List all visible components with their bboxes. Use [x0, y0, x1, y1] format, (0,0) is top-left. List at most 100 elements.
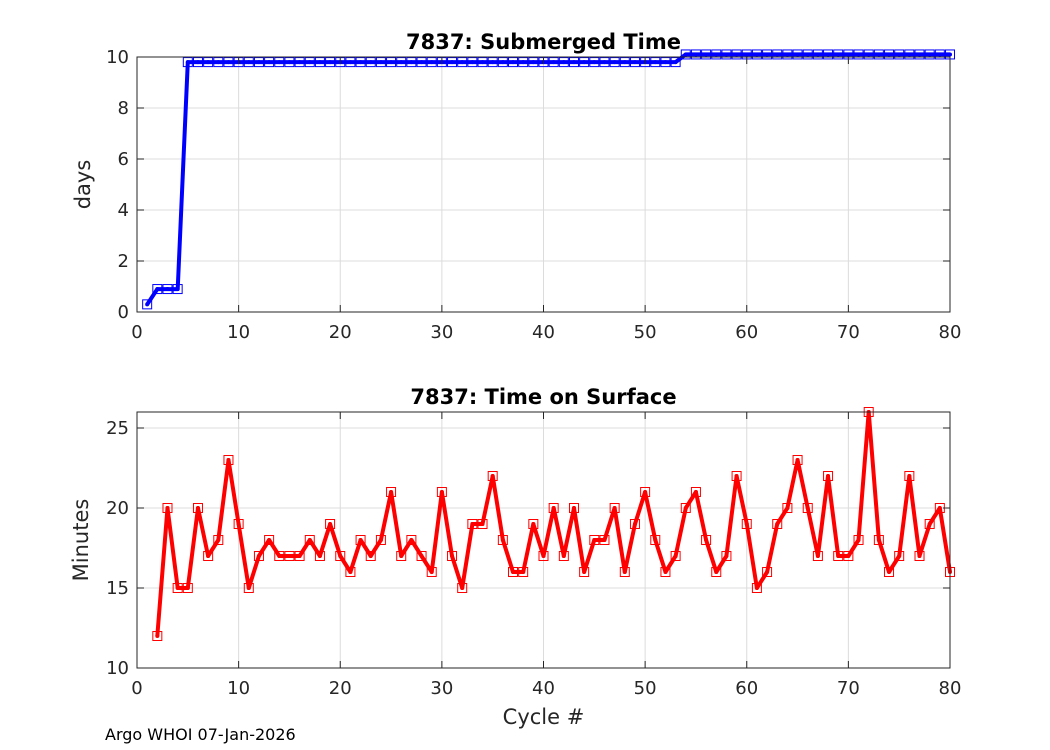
data-point [223, 57, 234, 68]
data-point-dot [348, 570, 353, 574]
data-point-dot [470, 522, 475, 526]
data-point [853, 49, 864, 60]
data-point [568, 57, 579, 68]
data-point [192, 57, 203, 68]
data-point [711, 567, 722, 577]
data-point-dot [338, 554, 343, 558]
data-point [355, 57, 366, 68]
data-point-dot [561, 554, 566, 558]
data-point-dot [795, 458, 800, 462]
data-point-dot [267, 538, 272, 542]
data-point [904, 49, 915, 60]
data-point-dot [378, 538, 383, 542]
data-point [629, 519, 640, 529]
chart-title: 7837: Time on Surface [410, 385, 676, 409]
data-point-dot [937, 506, 942, 510]
y-tick-label: 0 [118, 302, 129, 323]
data-point [924, 519, 935, 529]
data-point-dot [419, 60, 424, 65]
y-tick-label: 15 [106, 578, 129, 599]
data-point-dot [165, 506, 170, 510]
data-point-dot [673, 554, 678, 558]
data-point [335, 551, 346, 561]
data-point [772, 49, 783, 60]
data-point-dot [836, 52, 841, 57]
data-point-dot [612, 506, 617, 510]
x-tick-label: 50 [634, 322, 657, 343]
data-point-dot [714, 52, 719, 57]
data-point-dot [571, 60, 576, 65]
y-tick-label: 20 [106, 498, 129, 519]
data-point-dot [511, 570, 516, 574]
data-point-dot [175, 586, 180, 590]
data-point-dot [917, 554, 922, 558]
data-point [345, 57, 356, 68]
data-point-dot [551, 506, 556, 510]
data-point [924, 49, 935, 60]
x-tick-label: 60 [735, 322, 758, 343]
data-point-dot [256, 554, 261, 558]
data-point [497, 535, 508, 545]
data-point [274, 57, 285, 68]
data-point [609, 503, 620, 513]
x-tick-label: 30 [430, 678, 453, 699]
data-point [467, 519, 478, 529]
x-tick-label: 50 [634, 678, 657, 699]
x-tick-label: 70 [837, 322, 860, 343]
chart-title: 7837: Submerged Time [406, 30, 681, 54]
data-point-dot [704, 52, 709, 57]
data-point-dot [683, 506, 688, 510]
data-point [904, 471, 915, 481]
data-point [609, 57, 620, 68]
data-point-dot [734, 52, 739, 57]
data-point-dot [622, 60, 627, 65]
data-point-dot [887, 570, 892, 574]
data-point [721, 49, 732, 60]
data-point [182, 583, 193, 593]
data-point [294, 551, 305, 561]
data-point-dot [389, 60, 394, 65]
data-point [640, 487, 651, 497]
data-point-dot [765, 52, 770, 57]
data-point [355, 535, 366, 545]
data-point-dot [450, 554, 455, 558]
data-point-dot [826, 474, 831, 478]
data-point [650, 57, 661, 68]
data-point [690, 487, 701, 497]
data-point [264, 535, 275, 545]
data-point-dot [246, 586, 251, 590]
data-point [253, 57, 264, 68]
data-point [152, 284, 163, 295]
data-point-dot [937, 52, 942, 57]
x-tick-label: 10 [227, 678, 250, 699]
data-point [884, 49, 895, 60]
data-point [264, 57, 275, 68]
y-axis-label: Minutes [69, 499, 93, 582]
data-point [457, 57, 468, 68]
data-point [386, 57, 397, 68]
data-point-dot [368, 554, 373, 558]
data-point [365, 551, 376, 561]
data-point-dot [693, 490, 698, 494]
x-tick-label: 0 [131, 678, 142, 699]
data-point [284, 57, 295, 68]
data-point [203, 57, 214, 68]
data-point [680, 49, 691, 60]
data-point-dot [836, 554, 841, 558]
y-tick-label: 8 [118, 98, 129, 119]
data-point [670, 551, 681, 561]
y-tick-label: 2 [118, 251, 129, 272]
data-point-dot [399, 554, 404, 558]
data-point-dot [541, 554, 546, 558]
data-point-dot [907, 474, 912, 478]
data-point [365, 57, 376, 68]
x-axis-label: Cycle # [503, 705, 585, 729]
data-point-dot [267, 60, 272, 65]
data-point [751, 49, 762, 60]
data-point [833, 49, 844, 60]
x-tick-label: 20 [329, 322, 352, 343]
data-point-dot [602, 60, 607, 65]
x-tick-label: 80 [939, 678, 962, 699]
data-point-dot [887, 52, 892, 57]
data-point-dot [693, 52, 698, 57]
